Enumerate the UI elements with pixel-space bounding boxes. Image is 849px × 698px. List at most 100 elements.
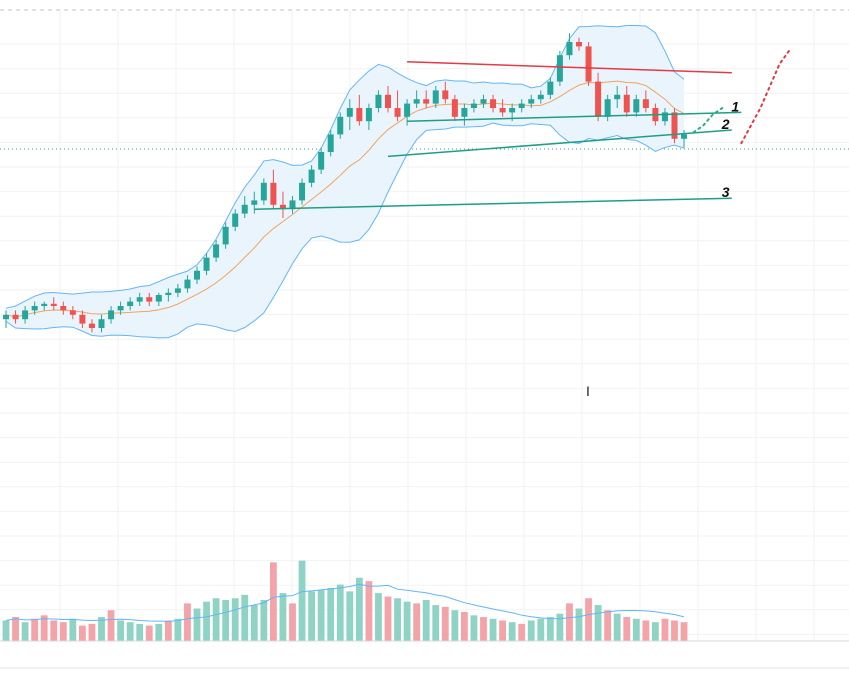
volume-bar xyxy=(117,620,124,641)
candle-body xyxy=(566,42,573,56)
volume-bar xyxy=(289,603,296,641)
candle-body xyxy=(22,310,29,320)
upper-band xyxy=(5,24,685,309)
volume-bar xyxy=(145,625,153,641)
volume-bar xyxy=(2,620,10,641)
support-line-3 xyxy=(254,197,732,210)
candle-body xyxy=(117,306,124,311)
projections xyxy=(692,49,791,145)
volume-bar xyxy=(250,605,258,641)
candle-body xyxy=(518,103,525,108)
volume-bar xyxy=(336,584,344,641)
candle-body xyxy=(671,112,678,139)
volume-bar xyxy=(671,620,678,641)
candle-body xyxy=(385,94,391,108)
support-label-2: 2 xyxy=(721,116,730,132)
volume-bar xyxy=(556,613,564,641)
candle-body xyxy=(260,182,267,201)
volume-bar xyxy=(79,625,86,641)
candle-body xyxy=(232,213,239,227)
candle-body xyxy=(184,279,191,289)
candle-body xyxy=(595,81,602,117)
volume-bar xyxy=(604,610,612,641)
volume-bar xyxy=(212,598,220,641)
candle-body xyxy=(146,297,153,302)
volume-bar xyxy=(50,620,58,641)
volume-bar xyxy=(489,618,497,641)
volume-bar xyxy=(613,613,621,641)
volume-bar xyxy=(107,610,115,641)
candle-body xyxy=(98,319,105,328)
volume-bar xyxy=(298,560,306,641)
volume-bar xyxy=(88,623,96,641)
projection-up xyxy=(692,107,724,134)
volume-bar xyxy=(480,617,487,641)
candle-body xyxy=(499,108,506,113)
volume-bar xyxy=(575,608,583,641)
volume-bar xyxy=(40,615,48,641)
candle-body xyxy=(279,204,286,210)
volume-bar xyxy=(623,617,631,641)
support-label-1: 1 xyxy=(731,98,739,114)
volume-bar xyxy=(451,610,459,641)
candle-body xyxy=(308,169,315,183)
volume-bar xyxy=(384,596,392,641)
volume-bar xyxy=(585,598,592,641)
candle-body xyxy=(661,112,668,122)
volume-bar xyxy=(126,622,134,641)
candle-body xyxy=(50,303,57,306)
candle-body xyxy=(155,295,162,302)
candle-body xyxy=(127,301,134,306)
projection-down xyxy=(740,49,791,145)
volume-bar xyxy=(470,615,478,641)
candle-body xyxy=(614,94,621,100)
candle-body xyxy=(461,108,468,117)
volume-bar xyxy=(422,599,430,641)
volume-bar xyxy=(413,603,421,641)
volume-bar xyxy=(441,606,449,641)
volume-bar xyxy=(461,611,468,641)
volume-bar xyxy=(31,618,39,641)
volume-bar xyxy=(527,620,535,641)
candle-body xyxy=(585,46,592,82)
grid xyxy=(0,10,849,641)
candle-body xyxy=(12,314,19,320)
candle-body xyxy=(69,310,76,315)
candle-body xyxy=(194,270,200,280)
volume-bar xyxy=(661,618,669,641)
candle-body xyxy=(623,94,630,113)
candle-body xyxy=(251,200,258,205)
candle-body xyxy=(451,99,458,117)
volume-bar xyxy=(365,581,373,641)
volume-bar xyxy=(69,618,77,641)
candle-body xyxy=(241,204,248,214)
candle-body xyxy=(432,90,439,104)
candle-body xyxy=(547,81,554,95)
candle-body xyxy=(423,99,430,104)
cursor-marker: I xyxy=(586,383,590,399)
candle-body xyxy=(108,310,115,320)
candle-body xyxy=(633,99,640,113)
candle-body xyxy=(346,108,353,117)
candle-body xyxy=(490,99,497,108)
volume-bar xyxy=(12,617,19,641)
candle-body xyxy=(41,303,48,306)
volume-bar xyxy=(59,622,67,641)
volume-bar xyxy=(499,620,506,641)
moving-average xyxy=(5,80,685,318)
candle-body xyxy=(470,103,477,108)
volume-bar xyxy=(308,591,315,641)
candle-body xyxy=(213,244,220,258)
volume-bar xyxy=(270,562,277,641)
volume-bar xyxy=(21,622,29,641)
volume-bar xyxy=(594,605,602,641)
candle-body xyxy=(222,226,229,245)
volume-bar xyxy=(346,591,354,641)
candle-body xyxy=(299,182,306,201)
support-line-2 xyxy=(387,129,732,158)
candle-body xyxy=(318,152,325,170)
resistance-line xyxy=(407,61,732,74)
volume-bar xyxy=(632,618,640,641)
candle-body xyxy=(528,99,535,104)
